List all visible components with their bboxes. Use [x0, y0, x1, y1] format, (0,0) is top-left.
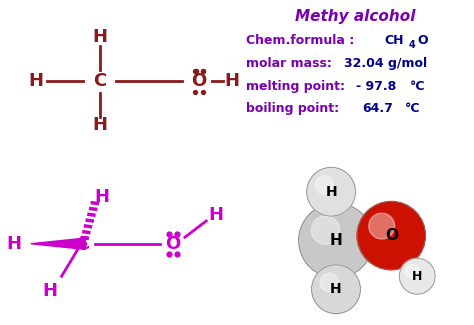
Text: H: H	[28, 72, 43, 90]
Text: H: H	[92, 28, 107, 46]
Circle shape	[400, 258, 435, 294]
Text: 32.04 g/mol: 32.04 g/mol	[344, 57, 427, 70]
Circle shape	[311, 265, 360, 314]
Circle shape	[311, 216, 340, 244]
Polygon shape	[31, 238, 85, 250]
Text: Methy alcohol: Methy alcohol	[295, 9, 416, 24]
Text: 4: 4	[409, 40, 416, 50]
Text: H: H	[325, 185, 337, 199]
Text: H: H	[412, 270, 422, 283]
Text: H: H	[225, 72, 240, 90]
Text: 64.7: 64.7	[363, 102, 393, 115]
Circle shape	[315, 176, 334, 194]
Text: H: H	[330, 282, 342, 296]
Circle shape	[320, 273, 338, 292]
Text: H: H	[208, 205, 223, 224]
Text: H: H	[329, 233, 342, 248]
Circle shape	[405, 265, 419, 278]
Text: H: H	[42, 282, 57, 300]
Circle shape	[369, 213, 395, 239]
Text: molar mass:: molar mass:	[246, 57, 337, 70]
Text: CH: CH	[384, 34, 403, 47]
Text: °C: °C	[405, 102, 421, 115]
Text: C: C	[93, 72, 106, 90]
Text: C: C	[76, 235, 90, 253]
Text: O: O	[385, 228, 398, 243]
Text: boiling point:: boiling point:	[246, 102, 348, 115]
Text: Chem.formula :: Chem.formula :	[246, 34, 359, 47]
Text: O: O	[165, 235, 181, 253]
Text: °C: °C	[410, 80, 426, 93]
Text: O: O	[417, 34, 428, 47]
Text: H: H	[94, 188, 109, 206]
Circle shape	[357, 202, 425, 270]
Text: H: H	[7, 235, 22, 253]
Text: - 97.8: - 97.8	[356, 80, 396, 93]
Text: melting point:: melting point:	[246, 80, 350, 93]
Text: O: O	[191, 72, 207, 90]
Circle shape	[299, 203, 374, 278]
Text: H: H	[92, 116, 107, 134]
Circle shape	[307, 167, 356, 216]
